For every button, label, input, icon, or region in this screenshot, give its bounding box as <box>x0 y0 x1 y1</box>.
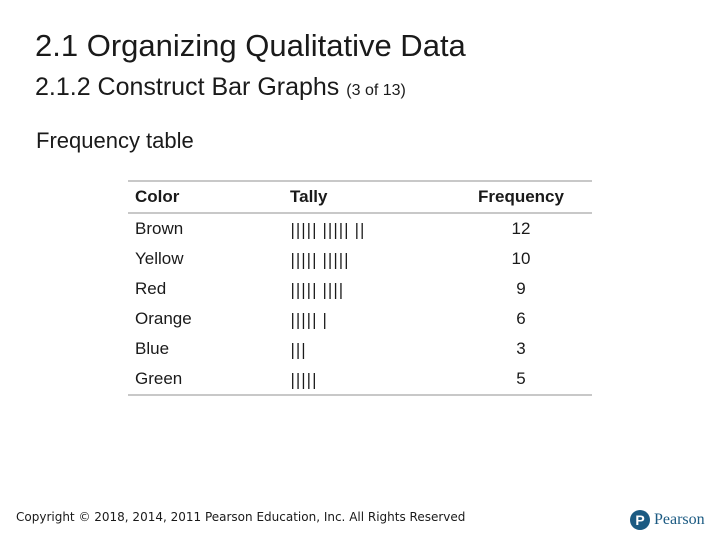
frequency-cell: 6 <box>516 309 526 328</box>
subtitle: 2.1.2 Construct Bar Graphs (3 of 13) <box>35 73 406 102</box>
frequency-cell: 10 <box>511 249 531 268</box>
logo-text: Pearson <box>654 511 705 528</box>
tally-cell: ||| <box>290 339 307 359</box>
page-note: (3 of 13) <box>346 82 406 99</box>
color-cell: Red <box>135 279 167 298</box>
table-body: Brown ||||| ||||| || 12 Yellow ||||| ||||| 10… <box>128 213 592 396</box>
column-header: Color <box>128 180 283 214</box>
column-header: Frequency <box>450 180 592 214</box>
color-cell: Orange <box>135 309 192 328</box>
section-heading: Frequency table <box>36 128 194 153</box>
tally-cell: ||||| |||| <box>290 279 344 299</box>
color-cell: Brown <box>135 219 184 238</box>
title: 2.1 Organizing Qualitative Data <box>35 28 466 63</box>
subtitle-text: 2.1.2 Construct Bar Graphs <box>35 73 340 101</box>
frequency-cell: 12 <box>511 219 531 238</box>
tally-cell: ||||| ||||| || <box>290 219 365 239</box>
logo: P Pearson <box>630 510 705 530</box>
table-row: Green ||||| 5 <box>128 364 592 396</box>
tally-cell: ||||| | <box>290 309 328 329</box>
frequency-cell: 9 <box>516 279 526 298</box>
table-row: Red ||||| |||| 9 <box>128 274 592 304</box>
color-cell: Yellow <box>135 249 184 268</box>
color-cell: Green <box>128 364 283 396</box>
logo-mark: P <box>630 510 650 530</box>
frequency-cell: 5 <box>450 364 592 396</box>
table-row: Orange ||||| | 6 <box>128 304 592 334</box>
header-row: Color Tally Frequency <box>128 180 592 214</box>
copyright: Copyright © 2018, 2014, 2011 Pearson Edu… <box>16 510 466 524</box>
frequency-table: Color Tally Frequency Brown ||||| ||||| || 1… <box>128 180 592 396</box>
table-row: Yellow ||||| ||||| 10 <box>128 244 592 274</box>
frequency-cell: 3 <box>516 339 526 358</box>
table-row: Blue ||| 3 <box>128 334 592 364</box>
tally-cell: ||||| ||||| <box>290 249 349 269</box>
tally-cell: ||||| <box>283 364 450 396</box>
table-row: Brown ||||| ||||| || 12 <box>128 213 592 244</box>
color-cell: Blue <box>135 339 170 358</box>
column-header: Tally <box>283 180 450 214</box>
